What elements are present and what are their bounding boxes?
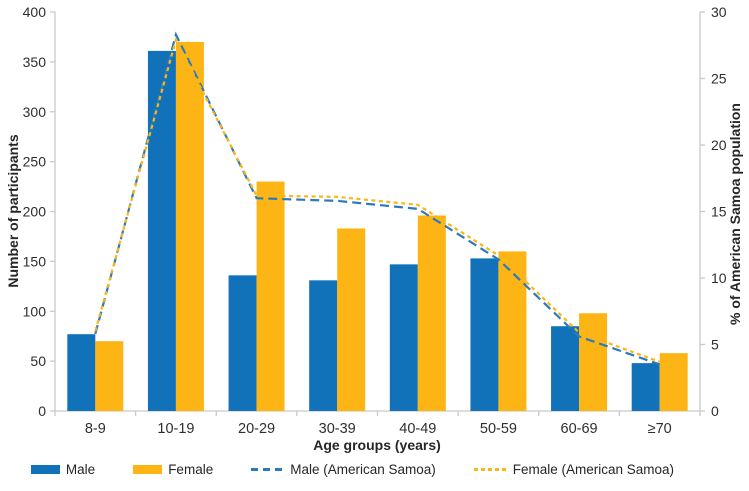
bar-female-50-59 <box>498 251 527 411</box>
y-left-tick-label: 200 <box>23 204 47 220</box>
bar-male-8-9 <box>67 334 96 411</box>
y-left-tick-label: 350 <box>23 54 47 70</box>
bar-female-60-69 <box>579 313 608 411</box>
x-category-label: 60-69 <box>561 421 598 437</box>
y-left-tick-label: 400 <box>23 4 47 20</box>
bar-female-20-29 <box>256 181 285 411</box>
y-left-tick-label: 250 <box>23 154 47 170</box>
x-category-label: 30-39 <box>319 421 356 437</box>
x-category-label: 20-29 <box>238 421 275 437</box>
female-dashed-line-swatch-icon <box>473 468 507 471</box>
legend-label-female-as: Female (American Samoa) <box>512 462 675 477</box>
y-left-tick-label: 100 <box>23 303 47 319</box>
bar-female-40-49 <box>417 215 446 411</box>
line-male-american-samoa- <box>94 31 661 366</box>
y-right-tick-label: 15 <box>711 204 727 220</box>
line-female-american-samoa- <box>94 36 661 363</box>
bar-male-≥70 <box>631 363 660 411</box>
y-left-tick-label: 300 <box>23 104 47 120</box>
legend: Male Female Male (American Samoa) Female… <box>0 462 727 477</box>
bar-male-50-59 <box>470 258 499 411</box>
legend-label-male-as: Male (American Samoa) <box>290 462 436 477</box>
bar-female-8-9 <box>95 341 124 411</box>
y-right-tick-label: 20 <box>711 137 727 153</box>
x-axis-title: Age groups (years) <box>313 437 441 453</box>
legend-label-male: Male <box>65 462 96 477</box>
legend-item-female-as: Female (American Samoa) <box>473 462 675 477</box>
x-category-label: 10-19 <box>157 421 194 437</box>
y-right-tick-label: 30 <box>711 4 727 20</box>
y-axis-title-right: % of American Samoa population <box>727 103 743 325</box>
x-category-label: 8-9 <box>85 421 106 437</box>
y-left-tick-label: 150 <box>23 253 47 269</box>
y-right-tick-label: 0 <box>711 403 719 419</box>
y-left-tick-label: 50 <box>30 353 46 369</box>
x-category-label: ≥70 <box>648 421 672 437</box>
male-dashed-line-swatch-icon <box>251 468 285 471</box>
x-category-label: 40-49 <box>399 421 436 437</box>
legend-item-male: Male <box>30 462 96 477</box>
bar-female-≥70 <box>659 353 688 411</box>
y-left-tick-label: 0 <box>38 403 46 419</box>
bar-female-30-39 <box>337 228 366 411</box>
y-right-tick-label: 5 <box>711 337 719 353</box>
y-right-tick-label: 10 <box>711 270 727 286</box>
legend-item-male-as: Male (American Samoa) <box>251 462 436 477</box>
bar-male-60-69 <box>551 326 580 411</box>
male-bar-swatch-icon <box>30 465 60 474</box>
bar-male-40-49 <box>389 264 418 411</box>
female-bar-swatch-icon <box>133 465 163 474</box>
legend-item-female: Female <box>133 462 213 477</box>
x-category-label: 50-59 <box>480 421 517 437</box>
y-axis-title-left: Number of participants <box>5 134 21 288</box>
bar-male-30-39 <box>309 280 338 411</box>
y-right-tick-label: 25 <box>711 71 727 87</box>
bar-male-20-29 <box>228 275 257 411</box>
legend-label-female: Female <box>168 462 214 477</box>
bar-female-10-19 <box>175 41 204 412</box>
bar-male-10-19 <box>147 50 176 412</box>
